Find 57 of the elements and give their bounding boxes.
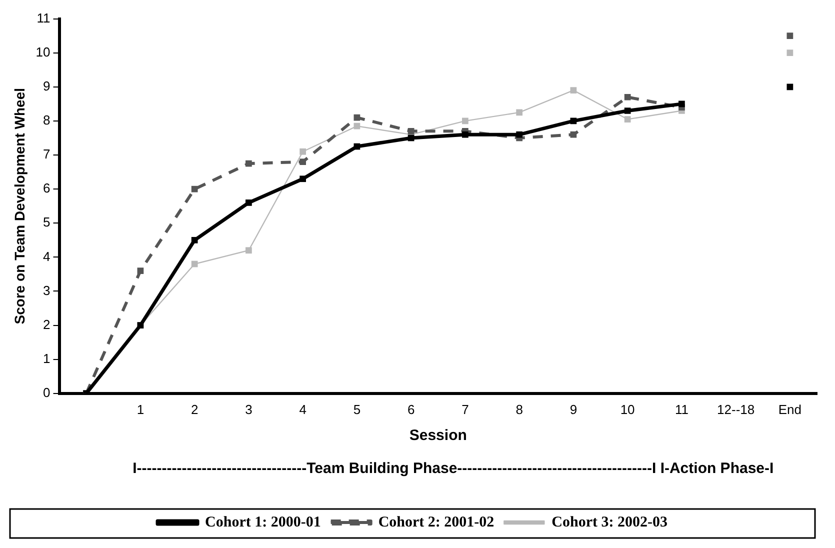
y-tick-label: 10: [36, 44, 50, 60]
y-tick-label: 3: [43, 282, 50, 298]
point: [624, 108, 631, 114]
point: [191, 236, 198, 244]
x-tick-label: 2: [190, 402, 198, 417]
x-tick-label: 11: [674, 402, 688, 417]
point: [191, 260, 198, 268]
point: [246, 247, 252, 254]
y-tick-label: 0: [43, 384, 50, 400]
point: [300, 176, 306, 182]
y-axis-title: Score on Team Development Wheel: [11, 88, 28, 324]
point: [354, 122, 360, 130]
y-tick-label: 11: [36, 10, 50, 26]
x-tick-label: 7: [462, 402, 469, 417]
point: [786, 84, 794, 90]
point: [570, 87, 577, 94]
x-tick-label: 5: [353, 402, 361, 417]
x-tick-label: End: [778, 402, 802, 417]
y-tick-label: 4: [43, 248, 50, 264]
y-tick-label: 9: [43, 78, 50, 94]
point: [516, 131, 522, 138]
point: [137, 268, 144, 274]
point: [624, 116, 631, 122]
point: [570, 131, 577, 138]
point: [786, 50, 794, 56]
point: [191, 186, 198, 192]
y-tick-label: 2: [43, 316, 50, 332]
x-tick-label: 8: [516, 402, 523, 417]
text: I----------------------------------Team Building Phase---------------------------------------I I-Action Phase-I: [132, 460, 774, 478]
point: [516, 109, 522, 116]
x-tick-label: 4: [299, 402, 306, 417]
x-tick-label: 12--18: [717, 402, 755, 417]
y-tick-label: 7: [43, 146, 50, 162]
point: [300, 158, 306, 166]
point: [462, 118, 468, 124]
x-tick-label: 6: [407, 402, 415, 417]
point: [300, 148, 306, 155]
x-tick-label: 9: [570, 402, 578, 417]
y-tick-label: 8: [43, 112, 50, 128]
legend-label: Cohort 1: 2000-01: [205, 514, 321, 530]
legend-label: Cohort 3: 2002-03: [552, 514, 668, 530]
x-tick-label: 3: [245, 402, 252, 417]
point: [408, 128, 414, 134]
x-tick-label: 1: [136, 402, 144, 417]
point: [246, 200, 252, 206]
point: [246, 160, 252, 167]
point: [786, 32, 794, 40]
y-tick-label: 1: [43, 350, 50, 366]
point: [408, 134, 414, 142]
x-axis-title: Session: [409, 427, 467, 444]
legend-label: Cohort 2: 2001-02: [378, 514, 494, 530]
point: [462, 131, 468, 138]
y-tick-label: 5: [43, 214, 50, 230]
y-tick-label: 6: [43, 180, 50, 196]
point: [624, 94, 631, 100]
x-tick-label: 10: [620, 402, 635, 417]
point: [678, 100, 685, 108]
